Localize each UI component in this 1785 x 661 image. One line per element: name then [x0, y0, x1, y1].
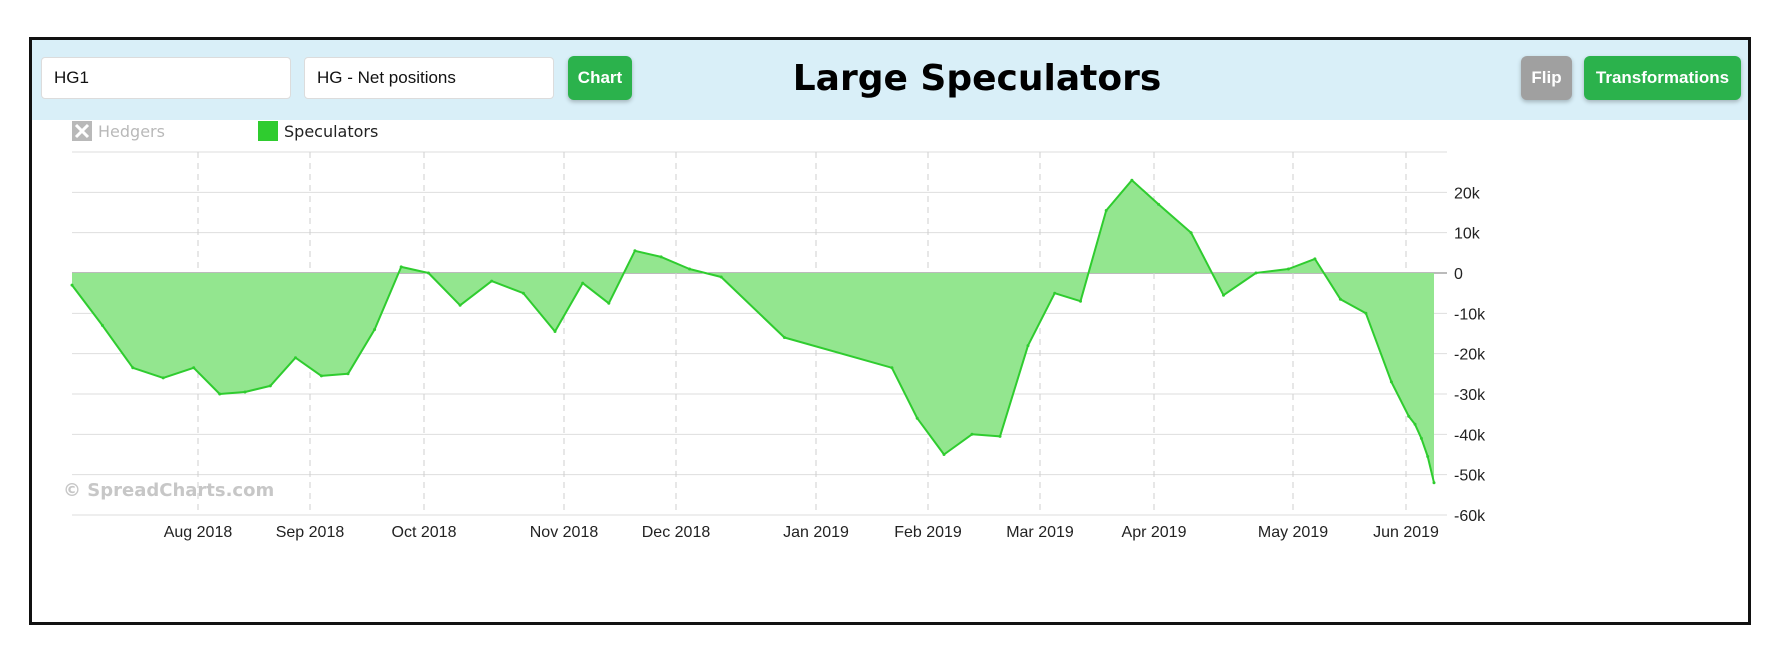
data-point — [607, 301, 611, 305]
data-point — [1286, 267, 1290, 271]
series-input[interactable] — [304, 57, 554, 99]
data-point — [1157, 202, 1161, 206]
data-point — [633, 249, 637, 253]
data-point — [1389, 380, 1393, 384]
data-point — [373, 328, 377, 331]
x-tick-label: Mar 2019 — [1006, 524, 1074, 541]
chart-area: 20k 10k 0 -10k -20k -30k -40k -50k -60k Aug 2018… — [63, 121, 1486, 541]
y-tick-label: -30k — [1454, 387, 1486, 404]
symbol-input[interactable] — [41, 57, 291, 99]
data-point — [346, 372, 350, 376]
x-tick-label: May 2019 — [1258, 524, 1328, 541]
data-point — [688, 267, 691, 271]
chart-button[interactable]: Chart — [568, 56, 632, 100]
data-point — [427, 271, 430, 275]
data-point — [1407, 414, 1411, 418]
plot-series — [70, 178, 1436, 485]
x-tick-label: Sep 2018 — [276, 524, 345, 541]
data-point — [268, 384, 272, 388]
data-point — [581, 281, 585, 285]
close-x-icon — [74, 123, 90, 139]
x-tick-label: Feb 2019 — [894, 524, 962, 541]
legend-item-speculators[interactable]: Speculators — [258, 121, 378, 141]
data-point — [1079, 299, 1082, 303]
x-axis: Aug 2018 Sep 2018 Oct 2018 Nov 2018 Dec 2018… — [164, 524, 1439, 541]
y-axis: 20k 10k 0 -10k -20k -30k -40k -50k -60k — [1454, 185, 1486, 525]
x-tick-label: Oct 2018 — [392, 524, 457, 541]
data-point — [942, 453, 946, 456]
data-point — [1130, 178, 1134, 182]
speculators-swatch-icon — [258, 121, 278, 141]
flip-button[interactable]: Flip — [1521, 56, 1572, 100]
data-point — [100, 323, 104, 327]
data-point — [1313, 257, 1317, 261]
x-tick-label: Dec 2018 — [642, 524, 711, 541]
data-point — [294, 356, 297, 360]
legend-item-hedgers[interactable]: Hedgers — [72, 121, 165, 141]
x-tick-label: Apr 2019 — [1122, 524, 1187, 541]
data-point — [319, 374, 323, 378]
data-point — [890, 366, 894, 370]
y-tick-label: -50k — [1454, 468, 1486, 485]
data-point — [915, 416, 919, 420]
data-point — [1254, 271, 1258, 275]
y-tick-label: -10k — [1454, 306, 1486, 323]
data-point — [553, 330, 557, 333]
data-point — [131, 366, 135, 370]
y-tick-label: -60k — [1454, 508, 1486, 525]
data-point — [970, 432, 974, 436]
x-tick-label: Jun 2019 — [1373, 524, 1439, 541]
y-tick-label: 20k — [1454, 185, 1481, 202]
data-point — [1338, 297, 1342, 301]
data-point — [1426, 455, 1430, 458]
data-point — [243, 390, 247, 394]
x-tick-label: Nov 2018 — [530, 524, 599, 541]
y-tick-label: 0 — [1454, 266, 1463, 283]
data-point — [1419, 436, 1423, 440]
data-point — [70, 283, 74, 287]
y-tick-label: -20k — [1454, 347, 1486, 364]
data-point — [1413, 422, 1417, 426]
data-point — [998, 434, 1002, 438]
y-tick-label: 10k — [1454, 226, 1481, 243]
data-point — [719, 275, 723, 279]
x-tick-label: Jan 2019 — [783, 524, 849, 541]
data-point — [218, 392, 222, 396]
data-point — [161, 376, 165, 380]
y-tick-label: -40k — [1454, 427, 1486, 444]
data-point — [521, 291, 525, 295]
data-point — [1053, 291, 1057, 295]
watermark: © SpreadCharts.com — [63, 480, 274, 501]
data-point — [1189, 231, 1193, 235]
legend-label-hedgers: Hedgers — [98, 122, 165, 141]
speculators-area — [72, 180, 1434, 483]
legend-label-speculators: Speculators — [284, 122, 378, 141]
data-point — [192, 366, 196, 370]
data-point — [1364, 311, 1368, 315]
data-point — [1432, 481, 1436, 485]
chart-panel: Chart Large Speculators Flip Transformat… — [29, 37, 1751, 625]
data-point — [458, 303, 462, 307]
chart-title: Large Speculators — [792, 58, 1162, 99]
data-point — [1222, 293, 1225, 297]
data-point — [782, 336, 786, 339]
data-point — [1026, 344, 1030, 348]
toolbar: Chart Large Speculators Flip Transformat… — [32, 40, 1748, 120]
data-point — [490, 279, 494, 283]
data-point — [1104, 209, 1108, 212]
data-point — [399, 265, 403, 269]
legend: Hedgers Speculators — [72, 121, 378, 141]
transformations-button[interactable]: Transformations — [1584, 56, 1741, 100]
data-point — [659, 255, 663, 259]
x-tick-label: Aug 2018 — [164, 524, 233, 541]
